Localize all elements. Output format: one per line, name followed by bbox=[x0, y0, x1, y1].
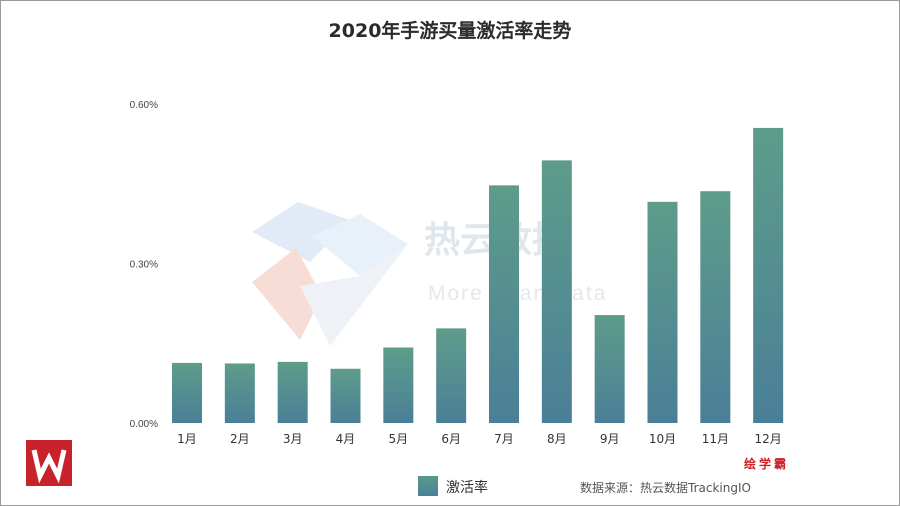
bar-2月 bbox=[224, 363, 255, 423]
brand-logo-icon bbox=[26, 440, 72, 486]
brand-mark: 绘学霸 bbox=[744, 457, 790, 471]
bar-5月 bbox=[383, 347, 414, 423]
watermark-logo bbox=[252, 202, 408, 346]
y-tick-label: 0.00% bbox=[130, 419, 158, 430]
bar-8月 bbox=[541, 160, 572, 423]
x-tick-label: 9月 bbox=[600, 432, 620, 446]
bar-10月 bbox=[647, 201, 678, 423]
bar-9月 bbox=[594, 315, 625, 423]
legend-swatch bbox=[418, 476, 438, 496]
bar-1月 bbox=[172, 362, 202, 423]
x-tick-label: 6月 bbox=[441, 432, 461, 446]
bar-12月 bbox=[753, 127, 784, 424]
data-source-note: 数据来源：热云数据TrackingIO bbox=[580, 481, 751, 495]
x-tick-label: 4月 bbox=[336, 432, 356, 446]
chart-title: 2020年手游买量激活率走势 bbox=[328, 20, 572, 42]
x-tick-label: 12月 bbox=[755, 432, 782, 446]
y-tick-label: 0.30% bbox=[130, 260, 158, 271]
x-tick-label: 2月 bbox=[230, 432, 250, 446]
x-tick-label: 3月 bbox=[283, 432, 303, 446]
bar-6月 bbox=[436, 328, 467, 423]
x-tick-label: 1月 bbox=[177, 432, 197, 446]
legend-label: 激活率 bbox=[446, 480, 488, 496]
x-tick-label: 5月 bbox=[389, 432, 409, 446]
bar-11月 bbox=[700, 191, 731, 423]
bar-4月 bbox=[330, 368, 361, 423]
x-tick-label: 11月 bbox=[702, 432, 729, 446]
x-tick-label: 8月 bbox=[547, 432, 567, 446]
x-tick-label: 10月 bbox=[649, 432, 676, 446]
x-tick-label: 7月 bbox=[494, 432, 514, 446]
bar-3月 bbox=[277, 361, 308, 423]
bar-7月 bbox=[489, 185, 519, 423]
y-tick-label: 0.60% bbox=[130, 100, 158, 111]
